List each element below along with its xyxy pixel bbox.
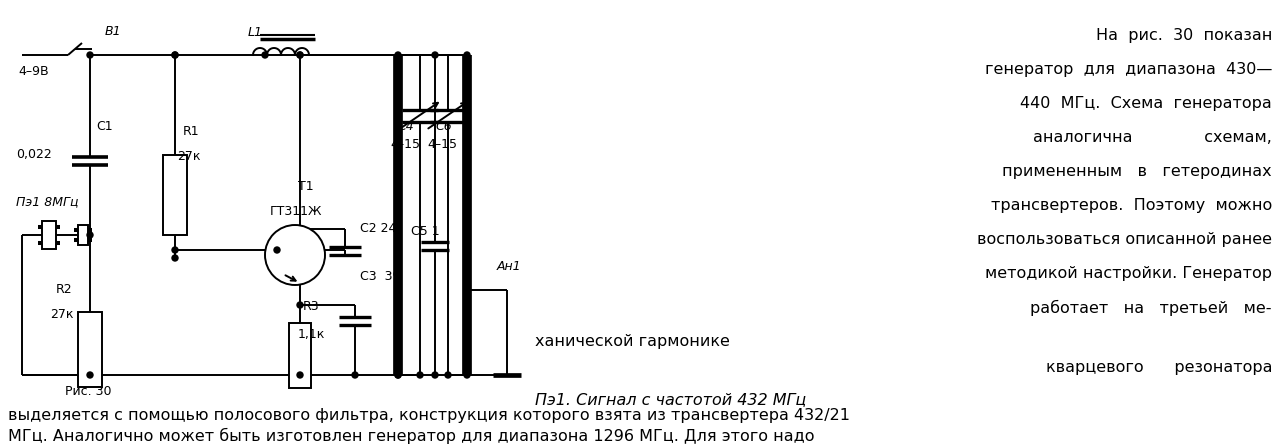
Text: R3: R3 — [303, 300, 319, 313]
Text: Пэ1. Сигнал с частотой 432 МГц: Пэ1. Сигнал с частотой 432 МГц — [535, 392, 806, 407]
Text: 1,1к: 1,1к — [297, 328, 326, 341]
Circle shape — [297, 52, 303, 58]
Text: Ан1: Ан1 — [497, 260, 522, 273]
Text: примененным   в   гетеродинах: примененным в гетеродинах — [1003, 164, 1272, 179]
Text: 4–15: 4–15 — [390, 138, 420, 151]
Bar — [78, 312, 103, 387]
Circle shape — [432, 52, 438, 58]
Bar — [288, 323, 312, 388]
Circle shape — [353, 372, 358, 378]
Circle shape — [274, 247, 279, 253]
Circle shape — [464, 287, 470, 293]
Circle shape — [172, 255, 178, 261]
Circle shape — [297, 372, 303, 378]
Circle shape — [464, 52, 470, 58]
Text: 0,022: 0,022 — [15, 148, 51, 161]
Circle shape — [262, 52, 268, 58]
Circle shape — [395, 52, 401, 58]
Bar — [78, 225, 88, 245]
Text: C5 1: C5 1 — [412, 225, 440, 238]
Circle shape — [297, 302, 303, 308]
Text: 440  МГц.  Схема  генератора: 440 МГц. Схема генератора — [1020, 96, 1272, 111]
Text: С1: С1 — [96, 120, 113, 133]
Text: C2 24: C2 24 — [360, 222, 396, 235]
Text: 4–9В: 4–9В — [18, 65, 49, 78]
Text: кварцевого      резонатора: кварцевого резонатора — [1046, 360, 1272, 375]
Circle shape — [464, 372, 470, 378]
Text: ханической гармонике: ханической гармонике — [535, 334, 729, 349]
Bar — [163, 155, 187, 235]
Text: 27к: 27к — [177, 150, 200, 163]
Text: генератор  для  диапазона  430—: генератор для диапазона 430— — [985, 62, 1272, 77]
Text: Рис. 30: Рис. 30 — [65, 385, 112, 398]
Text: C4: C4 — [397, 120, 414, 133]
Text: воспользоваться описанной ранее: воспользоваться описанной ранее — [977, 232, 1272, 247]
Text: МГц. Аналогично может быть изготовлен генератор для диапазона 1296 МГц. Для этог: МГц. Аналогично может быть изготовлен ге… — [8, 428, 814, 444]
Text: T1: T1 — [297, 180, 314, 193]
Text: C3  39: C3 39 — [360, 270, 400, 283]
Circle shape — [395, 372, 401, 378]
Text: R1: R1 — [183, 125, 200, 138]
Text: выделяется с помощью полосового фильтра, конструкция которого взята из трансверт: выделяется с помощью полосового фильтра,… — [8, 408, 850, 423]
Circle shape — [445, 372, 451, 378]
Text: L1: L1 — [247, 26, 263, 39]
Text: 27к: 27к — [50, 308, 73, 321]
Text: C6: C6 — [435, 120, 451, 133]
Text: методикой настройки. Генератор: методикой настройки. Генератор — [985, 266, 1272, 281]
Text: На  рис.  30  показан: На рис. 30 показан — [1096, 28, 1272, 43]
Circle shape — [87, 52, 94, 58]
Circle shape — [87, 232, 94, 238]
Circle shape — [172, 247, 178, 253]
Circle shape — [87, 372, 94, 378]
Text: 4–15: 4–15 — [427, 138, 456, 151]
Text: трансвертеров.  Поэтому  можно: трансвертеров. Поэтому можно — [991, 198, 1272, 213]
Text: ГТ311Ж: ГТ311Ж — [271, 205, 322, 218]
Text: работает   на   третьей   ме-: работает на третьей ме- — [1031, 300, 1272, 316]
Text: аналогична              схемам,: аналогична схемам, — [1033, 130, 1272, 145]
Text: Пэ1 8МГц: Пэ1 8МГц — [15, 195, 78, 208]
Bar — [42, 221, 56, 249]
Circle shape — [265, 225, 326, 285]
Text: В1: В1 — [105, 25, 122, 38]
Circle shape — [395, 372, 401, 378]
Text: R2: R2 — [56, 283, 73, 296]
Circle shape — [172, 52, 178, 58]
Circle shape — [432, 372, 438, 378]
Circle shape — [297, 52, 303, 58]
Circle shape — [417, 372, 423, 378]
Circle shape — [172, 52, 178, 58]
